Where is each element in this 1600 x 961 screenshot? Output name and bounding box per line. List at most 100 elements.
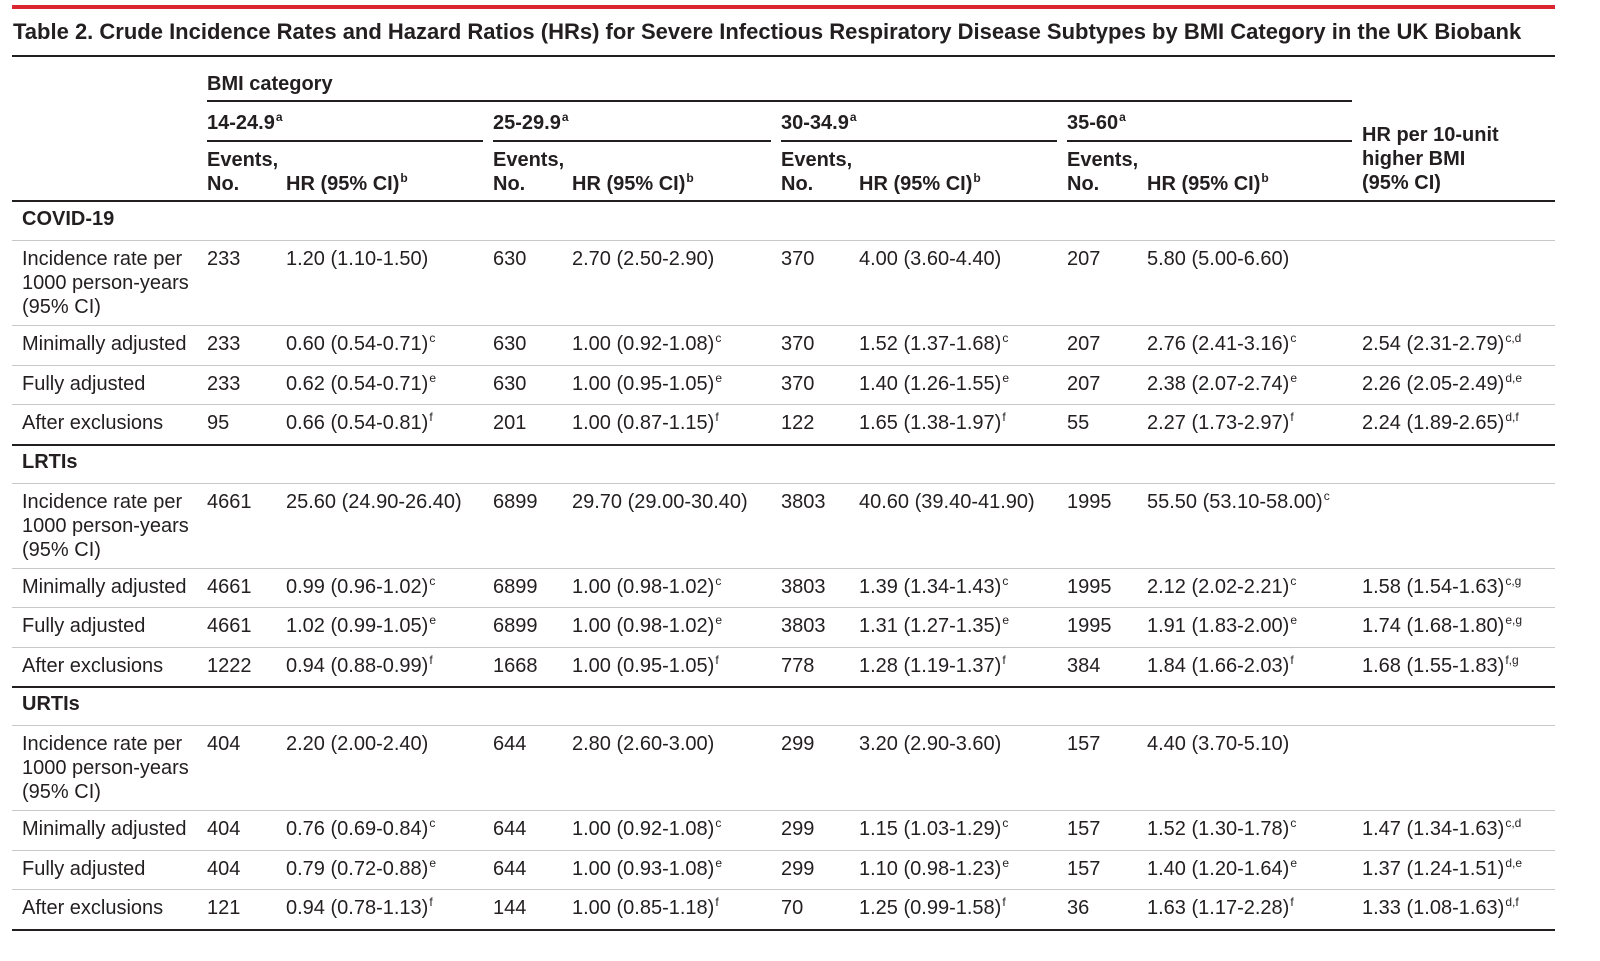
hr-value: 0.62 (0.54-0.71)e: [286, 372, 436, 396]
hr-value-text: 1.00 (0.95-1.05): [572, 654, 715, 677]
superscript: f: [1290, 410, 1294, 424]
events-value: 70: [781, 897, 804, 919]
events-value: 207: [1067, 248, 1101, 270]
hr-value: 3.20 (2.90-3.60): [859, 732, 1001, 756]
hr-value: 2.70 (2.50-2.90): [572, 247, 714, 271]
hr-value-text: 1.84 (1.66-2.03): [1147, 654, 1290, 677]
row-rule: [12, 364, 1555, 366]
hr-value: 0.60 (0.54-0.71)c: [286, 332, 435, 356]
events-value: 1995: [1067, 490, 1112, 513]
superscript: c: [715, 331, 722, 345]
superscript: e: [715, 370, 723, 385]
events-value: 370: [781, 248, 815, 270]
hr-value-text: 4.00 (3.60-4.40): [859, 248, 1002, 270]
superscript: f: [429, 410, 433, 424]
hr-value-text: 1.40 (1.20-1.64): [1147, 857, 1290, 880]
events-value: 157: [1067, 733, 1101, 755]
trend-value-text: 1.37 (1.24-1.51): [1362, 857, 1505, 880]
hr-value-text: 1.15 (1.03-1.29): [859, 818, 1002, 840]
hr-value: 5.80 (5.00-6.60): [1147, 247, 1289, 271]
section-name: COVID-19: [22, 208, 115, 230]
row-rule: [12, 240, 1555, 241]
row-label: Minimally adjusted: [22, 333, 187, 355]
events-value: 630: [493, 372, 527, 395]
category-label: 30-34.9a: [781, 111, 857, 135]
events-value: 3803: [781, 575, 826, 598]
trend-value: 2.24 (1.89-2.65)d,f: [1362, 411, 1519, 435]
events-value: 36: [1067, 897, 1090, 919]
superscript: a: [849, 110, 857, 124]
hr-value-text: 1.52 (1.30-1.78): [1147, 818, 1290, 840]
superscript: f: [1290, 652, 1294, 667]
hr-value-text: 3.20 (2.90-3.60): [859, 733, 1002, 755]
superscript: e: [1290, 613, 1298, 627]
hr-value: 40.60 (39.40-41.90): [859, 490, 1035, 514]
hr-value: 1.00 (0.98-1.02)e: [572, 614, 722, 638]
superscript: d,e: [1505, 370, 1523, 385]
section-rule: [12, 443, 1555, 446]
hr-value: 1.52 (1.30-1.78)c: [1147, 817, 1296, 841]
group-label: BMI category: [207, 73, 333, 95]
hr-label: HR (95% CI)b: [286, 172, 408, 196]
events-value: 122: [781, 412, 815, 434]
superscript: c,g: [1505, 573, 1522, 588]
hr-label: HR (95% CI)b: [859, 172, 981, 196]
hr-label-text: HR (95% CI): [572, 173, 686, 195]
events-value: 644: [493, 733, 527, 755]
hr-value-text: 1.25 (0.99-1.58): [859, 897, 1002, 919]
hr-value-text: 0.94 (0.78-1.13): [286, 897, 429, 919]
events-label: No.: [207, 173, 240, 195]
hr-value-text: 1.00 (0.95-1.05): [572, 372, 715, 395]
superscript: a: [275, 110, 283, 124]
hr-value: 0.94 (0.78-1.13)f: [286, 896, 433, 920]
superscript: f: [715, 410, 719, 424]
hr-value: 1.00 (0.95-1.05)e: [572, 372, 722, 396]
trend-value: 1.74 (1.68-1.80)e,g: [1362, 614, 1522, 638]
category-label-text: 25-29.9: [493, 112, 561, 134]
row-rule: [12, 325, 1555, 326]
hr-value-text: 2.70 (2.50-2.90): [572, 248, 715, 270]
events-value: 630: [493, 333, 527, 355]
hr-value: 1.25 (0.99-1.58)f: [859, 896, 1006, 920]
hr-value: 1.00 (0.93-1.08)e: [572, 857, 722, 881]
hr-label-text: HR (95% CI): [1147, 173, 1261, 195]
hr-value: 1.00 (0.92-1.08)c: [572, 332, 721, 356]
trend-label: (95% CI): [1362, 172, 1441, 194]
hr-value-text: 25.60 (24.90-26.40): [286, 490, 462, 513]
row-label: Fully adjusted: [22, 372, 146, 395]
hr-value: 1.00 (0.95-1.05)f: [572, 654, 719, 678]
superscript: f: [1290, 895, 1294, 909]
superscript: e: [1290, 855, 1298, 870]
hr-value: 4.00 (3.60-4.40): [859, 247, 1001, 271]
hr-value-text: 0.99 (0.96-1.02): [286, 575, 429, 598]
hr-value: 2.12 (2.02-2.21)c: [1147, 575, 1296, 599]
section-rule: [12, 686, 1555, 688]
hr-value-text: 1.31 (1.27-1.35): [859, 615, 1002, 637]
category-rule: [207, 140, 483, 142]
trend-value-text: 1.74 (1.68-1.80): [1362, 615, 1505, 637]
hr-value-text: 1.40 (1.26-1.55): [859, 372, 1002, 395]
events-value: 157: [1067, 857, 1101, 880]
hr-value-text: 1.02 (0.99-1.05): [286, 615, 429, 637]
events-value: 1668: [493, 654, 538, 677]
events-value: 370: [781, 372, 815, 395]
hr-value-text: 1.91 (1.83-2.00): [1147, 615, 1290, 637]
superscript: e: [715, 855, 723, 870]
top-rule: [12, 5, 1555, 9]
section-name: URTIs: [22, 693, 80, 715]
events-value: 4661: [207, 575, 252, 598]
superscript: f: [429, 895, 433, 909]
events-label: No.: [1067, 173, 1100, 195]
hr-value-text: 1.28 (1.19-1.37): [859, 654, 1002, 677]
superscript: a: [561, 110, 569, 124]
hr-value: 1.28 (1.19-1.37)f: [859, 654, 1006, 678]
superscript: e: [715, 613, 723, 627]
events-value: 233: [207, 372, 241, 395]
hr-value-text: 4.40 (3.70-5.10): [1147, 733, 1290, 755]
events-value: 384: [1067, 654, 1101, 677]
hr-value: 0.79 (0.72-0.88)e: [286, 857, 436, 881]
hr-value-text: 0.79 (0.72-0.88): [286, 857, 429, 880]
superscript: c: [429, 331, 436, 345]
hr-value-text: 0.60 (0.54-0.71): [286, 333, 429, 355]
row-label: After exclusions: [22, 897, 164, 919]
